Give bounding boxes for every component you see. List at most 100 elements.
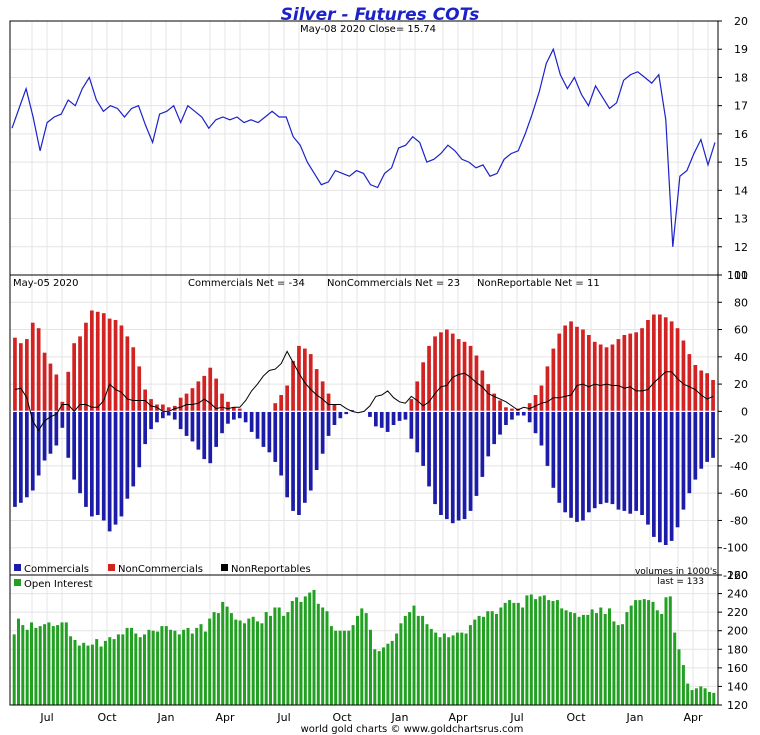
noncommercials-bar: [439, 332, 443, 412]
open-interest-bar: [90, 644, 94, 705]
commercials-bar: [622, 411, 627, 511]
commercials-bar: [468, 411, 473, 511]
open-interest-bar: [516, 602, 520, 705]
noncommercials-bar: [237, 408, 242, 412]
open-interest-bar: [229, 613, 233, 705]
open-interest-bar: [412, 605, 416, 705]
commercials-bar: [119, 411, 124, 517]
open-interest-bar: [273, 607, 277, 705]
noncommercials-bar: [320, 381, 325, 412]
commercials-bar: [78, 411, 82, 494]
open-interest-bar: [208, 618, 212, 705]
open-interest-bar: [356, 615, 359, 705]
commercials-bar: [303, 411, 307, 503]
open-interest-bar: [251, 616, 255, 705]
price-axis-label: 20: [734, 15, 748, 28]
nonreportables-line: [14, 350, 714, 432]
noncommercials-bar: [492, 393, 496, 412]
noncommercials-bar: [409, 399, 414, 412]
commercials-bar: [433, 411, 437, 505]
open-interest-bar: [673, 632, 677, 705]
x-tick-label: Oct: [97, 711, 117, 724]
commercials-bar: [95, 411, 100, 515]
open-interest-bar: [690, 690, 694, 705]
noncommercials-bar: [705, 373, 709, 412]
commercials-bar: [445, 411, 449, 520]
open-interest-bar: [495, 614, 498, 705]
oi-panel-frame: [9, 574, 719, 706]
open-interest-bar: [325, 611, 329, 705]
noncommercials-bar: [48, 363, 53, 412]
open-interest-bar: [429, 628, 433, 705]
noncommercials-bar: [604, 347, 609, 412]
cot-axis-label: 60: [734, 324, 748, 337]
price-axis-label: 12: [734, 241, 748, 254]
open-interest-bar: [82, 642, 86, 705]
open-interest-bar: [568, 612, 572, 705]
commercials-bar: [699, 411, 704, 469]
chart-title: Silver - Futures COTs: [281, 5, 480, 25]
open-interest-bar: [686, 683, 690, 705]
open-interest-bar: [21, 625, 25, 705]
commercials-bar: [344, 411, 349, 415]
open-interest-bar: [95, 639, 99, 705]
noncommercials-bar: [72, 343, 76, 412]
open-interest-bar: [195, 627, 199, 705]
cot-axis-label: -80: [730, 514, 748, 527]
commercials-bar: [634, 411, 638, 511]
commercials-bar: [267, 411, 272, 453]
commercials-bar: [326, 411, 331, 436]
commercials-bar: [545, 411, 550, 466]
noncommercials-bar: [480, 370, 485, 412]
commercials-bar: [285, 411, 289, 498]
commercials-bar: [36, 411, 41, 476]
cot-axis-label: 80: [734, 296, 748, 309]
commercials-bar: [687, 411, 692, 494]
open-interest-bar: [164, 626, 168, 705]
x-tick-label: Apr: [448, 711, 468, 724]
open-interest-bar: [286, 612, 290, 705]
commercials-bar: [391, 411, 396, 425]
open-interest-bar: [694, 688, 698, 705]
open-interest-bar: [712, 692, 716, 705]
noncommercials-bar: [445, 329, 449, 412]
last-open-interest: last = 133: [657, 577, 704, 587]
open-interest-bar: [538, 596, 542, 705]
commercials-bar: [101, 411, 106, 521]
commercials-bar: [320, 411, 325, 454]
commercials-bar: [557, 411, 562, 503]
open-interest-bar: [616, 625, 620, 705]
open-interest-bar: [169, 629, 173, 705]
noncommercials-bar: [161, 404, 165, 412]
commercials-bar: [196, 411, 201, 450]
open-interest-bar: [360, 608, 364, 705]
open-interest-bar: [460, 632, 464, 705]
commercials-bar: [338, 411, 343, 419]
commercials-bar: [421, 411, 425, 466]
open-interest-bar: [108, 637, 112, 705]
open-interest-bar: [560, 608, 564, 705]
cot-axis-label: 40: [734, 351, 748, 364]
noncommercials-bar: [149, 399, 153, 412]
commercials-bar: [516, 411, 520, 416]
open-interest-bar: [477, 615, 481, 705]
commercials-bar: [498, 411, 502, 435]
commercials-bar: [149, 411, 153, 430]
noncommercials-bar: [486, 384, 491, 412]
commercials-bar: [255, 411, 260, 439]
noncommercials-bar: [220, 393, 224, 412]
cot-axis-label: -60: [730, 487, 748, 500]
noncommercials-bar: [551, 348, 556, 412]
open-interest-bar: [525, 595, 529, 705]
commercials-bar: [415, 411, 420, 453]
open-interest-bar: [156, 631, 160, 705]
open-interest-bar: [390, 640, 394, 705]
commercials-bar: [25, 411, 29, 498]
axis-layer: Jul Oct Jan Apr Jul Oct Jan Apr Jul Oct Jan Apr 11 12…: [39, 15, 748, 724]
commercials-bar: [587, 411, 591, 513]
noncommercials-net: NonCommercials Net = 23: [327, 278, 460, 289]
commercials-bar: [581, 411, 585, 521]
noncommercials-bar: [78, 336, 82, 412]
commercials-bar: [137, 411, 142, 468]
open-interest-bar: [125, 627, 129, 705]
